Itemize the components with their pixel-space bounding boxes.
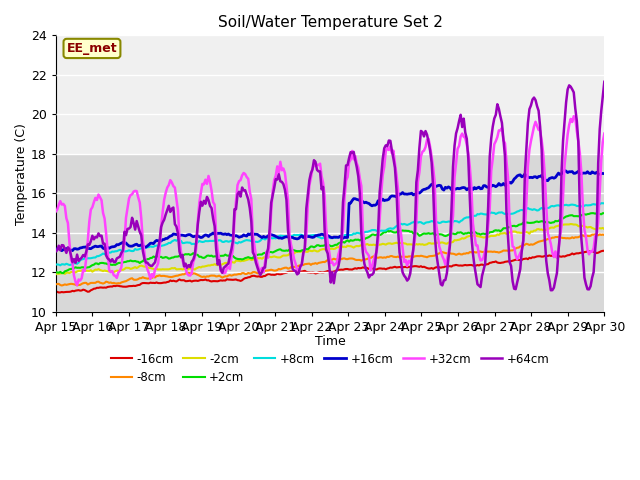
+16cm: [600, 171, 608, 177]
-16cm: [52, 289, 60, 295]
+2cm: [572, 213, 579, 219]
+8cm: [236, 239, 243, 245]
Bar: [56, 36, 604, 154]
-8cm: [572, 234, 579, 240]
+2cm: [244, 254, 252, 260]
+32cm: [120, 240, 128, 246]
+16cm: [52, 246, 60, 252]
-2cm: [292, 249, 300, 255]
Line: -2cm: -2cm: [56, 224, 604, 275]
+2cm: [293, 248, 301, 254]
Legend: -16cm, -8cm, -2cm, +2cm, +8cm, +16cm, +32cm, +64cm: -16cm, -8cm, -2cm, +2cm, +8cm, +16cm, +3…: [106, 348, 554, 389]
-2cm: [234, 258, 241, 264]
-16cm: [244, 275, 252, 280]
+32cm: [236, 178, 243, 184]
+2cm: [588, 210, 596, 216]
+32cm: [293, 267, 301, 273]
+16cm: [217, 230, 225, 236]
+8cm: [52, 262, 60, 267]
-16cm: [293, 268, 301, 274]
+32cm: [570, 113, 577, 119]
Y-axis label: Temperature (C): Temperature (C): [15, 123, 28, 225]
Line: +64cm: +64cm: [56, 82, 604, 290]
+64cm: [234, 192, 241, 197]
-16cm: [236, 277, 243, 283]
+8cm: [293, 232, 301, 238]
+8cm: [217, 238, 225, 243]
+16cm: [293, 236, 301, 242]
+2cm: [120, 259, 128, 265]
+8cm: [120, 249, 128, 254]
Line: -16cm: -16cm: [56, 251, 604, 292]
+32cm: [600, 131, 608, 136]
-2cm: [572, 222, 579, 228]
+16cm: [573, 169, 580, 175]
+32cm: [244, 176, 252, 182]
-8cm: [293, 264, 301, 269]
-8cm: [217, 274, 225, 279]
-2cm: [52, 272, 60, 277]
+32cm: [52, 209, 60, 215]
-16cm: [600, 248, 608, 253]
+2cm: [60, 270, 67, 276]
+8cm: [572, 202, 579, 208]
Title: Soil/Water Temperature Set 2: Soil/Water Temperature Set 2: [218, 15, 442, 30]
-16cm: [120, 284, 128, 289]
-8cm: [120, 278, 128, 284]
+8cm: [244, 238, 252, 243]
+2cm: [236, 256, 243, 262]
Line: +2cm: +2cm: [56, 213, 604, 273]
-8cm: [600, 232, 608, 238]
+2cm: [217, 253, 225, 259]
Line: +32cm: +32cm: [56, 116, 604, 286]
Line: -8cm: -8cm: [56, 234, 604, 286]
-8cm: [58, 283, 66, 288]
+64cm: [572, 106, 579, 111]
+32cm: [217, 268, 225, 274]
-16cm: [217, 277, 225, 283]
-8cm: [244, 270, 252, 276]
-2cm: [216, 262, 223, 267]
Text: EE_met: EE_met: [67, 42, 117, 55]
+16cm: [120, 240, 128, 245]
+8cm: [597, 200, 605, 206]
+32cm: [573, 128, 580, 134]
Line: +16cm: +16cm: [56, 170, 604, 251]
+64cm: [292, 268, 300, 274]
-8cm: [591, 231, 599, 237]
+16cm: [244, 231, 252, 237]
Line: +8cm: +8cm: [56, 203, 604, 265]
+64cm: [216, 257, 223, 263]
+64cm: [547, 288, 555, 293]
+2cm: [600, 210, 608, 216]
+32cm: [73, 283, 81, 288]
+8cm: [56, 263, 64, 268]
-2cm: [567, 221, 575, 227]
-2cm: [600, 226, 608, 232]
-2cm: [119, 267, 127, 273]
+16cm: [561, 168, 568, 173]
-8cm: [52, 281, 60, 287]
+64cm: [119, 248, 127, 253]
+8cm: [600, 201, 608, 206]
+64cm: [243, 192, 250, 198]
-8cm: [236, 271, 243, 277]
-16cm: [572, 251, 579, 257]
-2cm: [243, 257, 250, 263]
X-axis label: Time: Time: [315, 336, 346, 348]
+2cm: [52, 270, 60, 276]
+16cm: [58, 248, 66, 253]
+64cm: [52, 249, 60, 254]
-16cm: [55, 289, 63, 295]
+64cm: [600, 79, 608, 84]
+16cm: [236, 234, 243, 240]
